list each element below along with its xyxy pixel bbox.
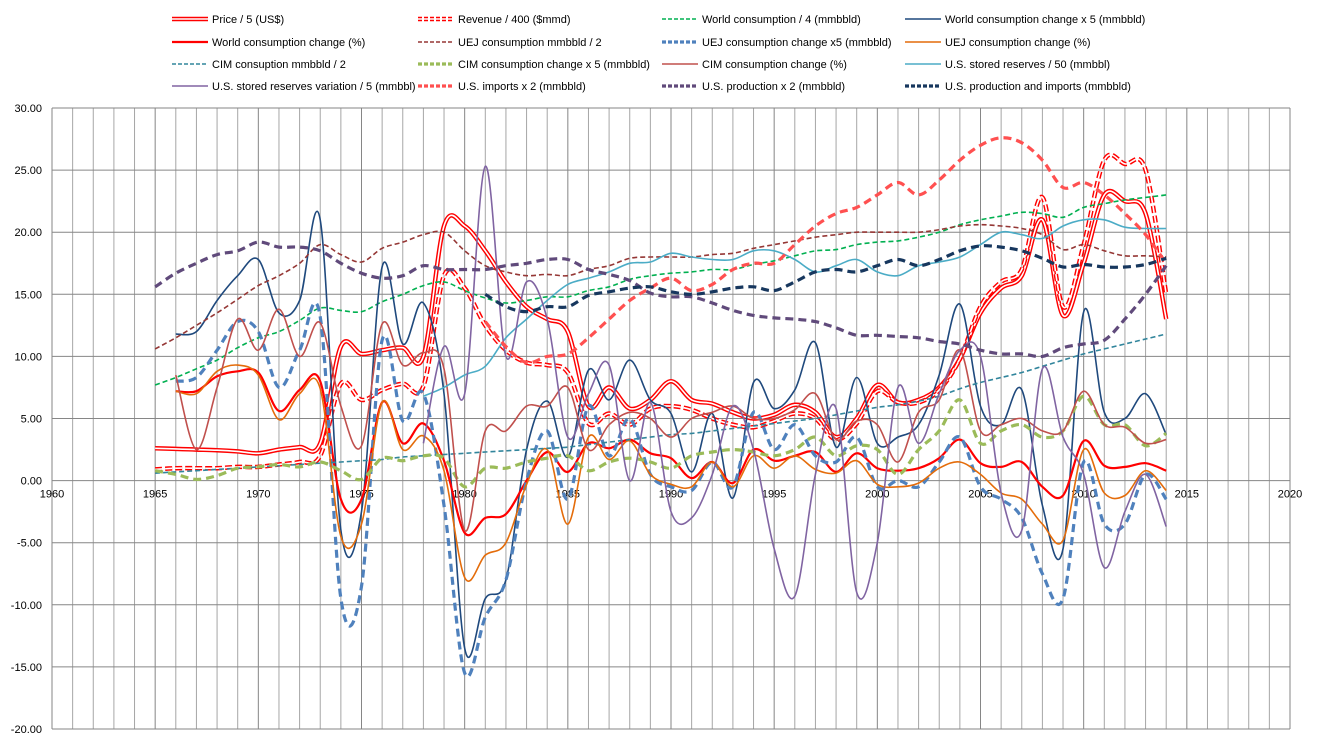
series-4: [175, 210, 1167, 659]
legend-label: U.S. imports x 2 (mmbbld): [458, 81, 586, 93]
legend-label: U.S. stored reserves / 50 (mmbbl): [945, 59, 1110, 71]
legend-label: Revenue / 400 ($mmd): [458, 14, 571, 26]
series-line: [155, 333, 1167, 474]
x-tick-label: 1960: [40, 489, 64, 501]
x-tick-label: 2010: [1071, 489, 1095, 501]
x-tick-label: 1965: [143, 489, 167, 501]
legend-item: UEJ consumption change (%): [905, 37, 1091, 49]
y-tick-label: 0.00: [21, 476, 42, 488]
legend-label: U.S. production and imports (mmbbld): [945, 81, 1131, 93]
legend-item: CIM consumption change x 5 (mmbbld): [418, 59, 650, 71]
x-tick-label: 1970: [246, 489, 270, 501]
series-2: [155, 152, 1169, 472]
y-tick-label: -15.00: [11, 662, 42, 674]
x-tick-label: 1990: [659, 489, 683, 501]
legend-item: Price / 5 (US$): [172, 14, 284, 26]
legend-label: World consumption / 4 (mmbbld): [702, 14, 861, 26]
legend-item: U.S. production and imports (mmbbld): [905, 81, 1131, 93]
series-line: [175, 210, 1167, 659]
series-line: [175, 308, 1167, 532]
legend-item: U.S. stored reserves / 50 (mmbbl): [905, 59, 1110, 71]
legend-label: U.S. production x 2 (mmbbld): [702, 81, 845, 93]
series-lines: [154, 136, 1169, 679]
series-10: [154, 394, 1168, 489]
legend-item: CIM consuption mmbbld / 2: [172, 59, 346, 71]
legend-label: U.S. stored reserves variation / 5 (mmbb…: [212, 81, 416, 93]
legend-item: U.S. stored reserves variation / 5 (mmbb…: [172, 81, 416, 93]
x-tick-label: 2000: [865, 489, 889, 501]
legend-label: CIM consuption mmbbld / 2: [212, 59, 346, 71]
legend-label: World consumption change x 5 (mmbbld): [945, 14, 1145, 26]
y-tick-label: 25.00: [14, 165, 42, 177]
series-line: [175, 301, 1168, 679]
series-7: [175, 301, 1168, 679]
legend-item: UEJ consumption mmbbld / 2: [418, 37, 602, 49]
y-tick-label: -10.00: [11, 600, 42, 612]
legend-label: UEJ consumption mmbbld / 2: [458, 37, 602, 49]
series-9: [155, 333, 1167, 474]
series-line: [422, 165, 1167, 600]
series-5: [175, 367, 1167, 537]
series-16: [484, 244, 1167, 314]
series-11: [175, 308, 1167, 532]
series-15: [154, 240, 1168, 359]
series-line: [423, 218, 1167, 397]
legend-item: U.S. imports x 2 (mmbbld): [418, 81, 586, 93]
y-tick-label: 10.00: [14, 351, 42, 363]
y-tick-label: -20.00: [11, 724, 42, 736]
y-tick-label: 30.00: [14, 103, 42, 115]
x-tick-label: 2015: [1175, 489, 1199, 501]
legend-item: World consumption change (%): [172, 37, 365, 49]
legend-label: CIM consumption change (%): [702, 59, 847, 71]
legend-item: UEJ consumption change x5 (mmbbld): [662, 37, 892, 49]
y-tick-label: 20.00: [14, 227, 42, 239]
series-line: [154, 394, 1168, 489]
legend-label: World consumption change (%): [212, 37, 365, 49]
legend-label: UEJ consumption change (%): [945, 37, 1091, 49]
series-3: [154, 194, 1167, 386]
gridlines: [51, 107, 1291, 730]
legend-item: World consumption change x 5 (mmbbld): [905, 14, 1145, 26]
y-tick-label: 15.00: [14, 289, 42, 301]
series-line: [154, 240, 1168, 359]
legend-item: CIM consumption change (%): [662, 59, 847, 71]
legend-label: UEJ consumption change x5 (mmbbld): [702, 37, 892, 49]
legend-item: Revenue / 400 ($mmd): [418, 14, 571, 26]
y-tick-label: 5.00: [21, 414, 42, 426]
series-line: [484, 244, 1167, 314]
y-tick-label: -5.00: [17, 538, 42, 550]
x-tick-label: 2020: [1278, 489, 1302, 501]
series-line: [175, 367, 1167, 537]
legend: Price / 5 (US$) Revenue / 400 ($mmd) World…: [172, 14, 1145, 93]
series-line: [155, 154, 1167, 471]
series-13: [422, 165, 1167, 600]
legend-label: CIM consumption change x 5 (mmbbld): [458, 59, 650, 71]
series-12: [423, 218, 1167, 397]
legend-item: U.S. production x 2 (mmbbld): [662, 81, 845, 93]
x-tick-label: 1985: [556, 489, 580, 501]
y-axis-ticks: 30.00 25.00 20.00 15.00 10.00 5.00 0.00 -5.00 -1…: [11, 103, 42, 736]
series-line: [154, 194, 1167, 386]
legend-label: Price / 5 (US$): [212, 14, 284, 26]
x-tick-label: 1995: [762, 489, 786, 501]
legend-item: World consumption / 4 (mmbbld): [662, 14, 861, 26]
